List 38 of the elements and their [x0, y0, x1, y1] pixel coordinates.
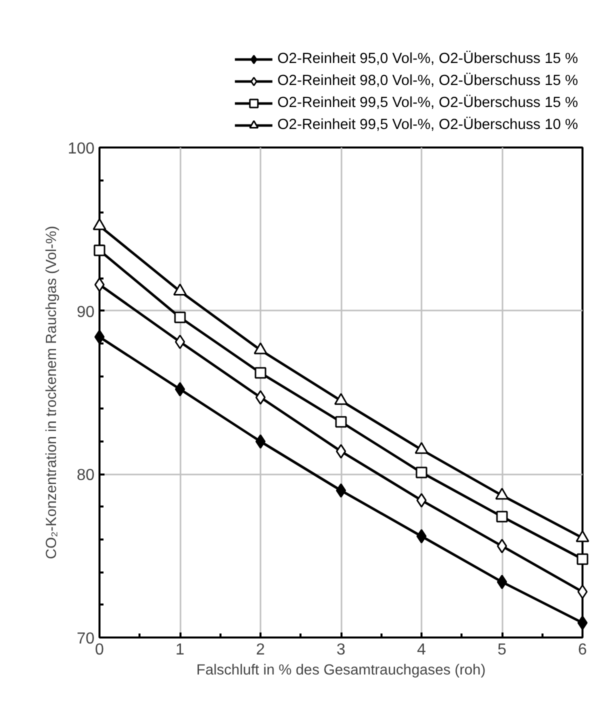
- legend-label: O2-Reinheit 99,5 Vol-%, O2-Überschuss 10 %: [277, 116, 578, 135]
- x-tick-label: 3: [336, 642, 346, 658]
- legend-label: O2-Reinheit 98,0 Vol-%, O2-Überschuss 15 %: [277, 72, 578, 91]
- point: [496, 510, 508, 522]
- point: [416, 493, 427, 508]
- legend-label: O2-Reinheit 95,0 Vol-%, O2-Überschuss 15 %: [277, 50, 578, 69]
- x-tick-label: 1: [176, 642, 185, 658]
- point: [336, 483, 346, 498]
- x-axis-title: Falschluft in % des Gesamtrauchgases (roh): [196, 662, 486, 678]
- legend-label: O2-Reinheit 99,5 Vol-%, O2-Überschuss 15 %: [277, 94, 578, 113]
- point: [174, 382, 186, 396]
- y-tick-label: 80: [76, 467, 95, 484]
- point: [577, 584, 588, 600]
- point: [255, 434, 266, 449]
- point: [577, 616, 588, 630]
- point: [496, 538, 508, 554]
- y-tick-label: 90: [76, 304, 95, 321]
- y-tick-label: 70: [76, 630, 95, 648]
- y-tick-label: 100: [68, 140, 95, 158]
- x-tick-label: 2: [256, 642, 266, 658]
- point: [576, 553, 588, 565]
- point: [416, 466, 428, 478]
- point: [94, 244, 106, 256]
- point: [254, 367, 266, 379]
- point: [335, 416, 347, 428]
- point: [94, 277, 105, 292]
- point: [174, 312, 186, 324]
- x-tick-label: 5: [498, 642, 507, 658]
- point: [255, 390, 266, 405]
- point: [174, 334, 186, 350]
- y-axis-title: CO₂-Konzentration in trockenem Rauchgas (Vol-%): [44, 226, 60, 560]
- point: [94, 330, 105, 344]
- point: [496, 574, 508, 590]
- point: [336, 444, 346, 459]
- x-tick-label: 4: [417, 642, 426, 658]
- x-tick-label: 0: [95, 642, 104, 658]
- x-tick-label: 6: [578, 642, 588, 658]
- point: [416, 528, 427, 544]
